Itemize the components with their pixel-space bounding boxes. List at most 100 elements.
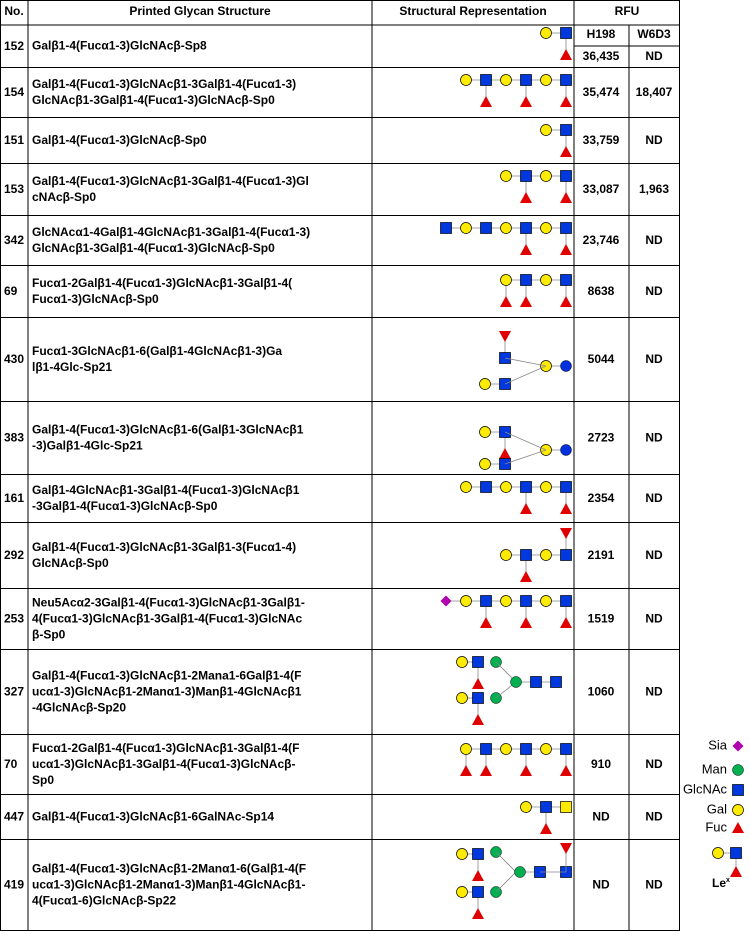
fuc-symbol (460, 765, 472, 776)
glycan-id: 161 (4, 491, 24, 505)
gal-symbol (540, 27, 552, 39)
glcnac-symbol (520, 743, 532, 755)
gal-symbol (540, 743, 552, 755)
gal-symbol (460, 222, 472, 234)
gal-symbol (732, 804, 744, 816)
header-h198: H198 (587, 27, 616, 41)
rfu-w6d3: ND (645, 810, 663, 824)
glycan-structure-text: Galβ1-4(Fucα1-3)GlcNAcβ-Sp8 (32, 39, 207, 53)
gal-symbol (456, 656, 468, 668)
glcnac-symbol (560, 274, 572, 286)
glycan-link (495, 871, 517, 893)
fuc-symbol (560, 146, 572, 157)
galnac-symbol (560, 801, 572, 813)
glycan-id: 292 (4, 548, 24, 562)
glcnac-symbol (520, 274, 532, 286)
legend-label: Sia (708, 737, 728, 752)
fuc-symbol (560, 528, 572, 539)
glycan-structure-text: Galβ1-4(Fucα1-3)GlcNAcβ-Sp0 (32, 133, 207, 147)
rfu-h198: 2723 (588, 431, 615, 445)
glc-symbol (560, 360, 572, 372)
glcnac-symbol (550, 676, 562, 688)
glycan-link (504, 365, 547, 385)
fuc-symbol (480, 765, 492, 776)
glycan-id: 69 (4, 284, 18, 298)
gal-symbol (540, 274, 552, 286)
fuc-symbol (732, 822, 744, 833)
glycan-structure-text: -3Galβ1-4(Fucα1-3)GlcNAcβ-Sp0 (32, 499, 218, 513)
rfu-w6d3: ND (645, 49, 663, 63)
gal-symbol (460, 481, 472, 493)
gal-symbol (500, 743, 512, 755)
gal-symbol (456, 848, 468, 860)
glcnac-symbol (540, 801, 552, 813)
sia-symbol (732, 740, 744, 752)
glycan-id: 70 (4, 757, 18, 771)
glycan-structure-text: Galβ1-4(Fucα1-3)GlcNAcβ1-6GalNAc-Sp14 (32, 810, 274, 824)
glycan-id: 151 (4, 133, 24, 147)
glycan-structure-text: -3)Galβ1-4Glc-Sp21 (32, 439, 143, 453)
rfu-h198: 23,746 (583, 233, 620, 247)
gal-symbol (500, 74, 512, 86)
rfu-h198: 36,435 (583, 49, 620, 63)
gal-symbol (540, 549, 552, 561)
fuc-symbol (472, 870, 484, 881)
fuc-symbol (560, 765, 572, 776)
fuc-symbol (540, 823, 552, 834)
fuc-symbol (499, 331, 511, 342)
header-representation: Structural Representation (399, 4, 546, 18)
rfu-h198: 5044 (588, 352, 615, 366)
gal-symbol (540, 124, 552, 136)
fuc-symbol (730, 866, 742, 877)
fuc-symbol (560, 96, 572, 107)
rfu-w6d3: ND (645, 878, 663, 892)
fuc-symbol (520, 571, 532, 582)
rfu-h198: 2354 (588, 491, 615, 505)
gal-symbol (460, 743, 472, 755)
gal-symbol (540, 222, 552, 234)
glcnac-symbol (472, 886, 484, 898)
sia-symbol (440, 595, 452, 607)
gal-symbol (540, 74, 552, 86)
glcnac-symbol (472, 848, 484, 860)
glycan-id: 154 (4, 85, 24, 99)
gal-symbol (520, 801, 532, 813)
man-symbol (514, 866, 526, 878)
glcnac-symbol (560, 27, 572, 39)
rfu-w6d3: ND (645, 548, 663, 562)
rfu-h198: 1519 (588, 612, 615, 626)
glycan-structure-text: Galβ1-4GlcNAcβ1-3Galβ1-4(Fucα1-3)GlcNAcβ… (32, 483, 300, 497)
gal-symbol (456, 886, 468, 898)
glcnac-symbol (560, 595, 572, 607)
gal-symbol (460, 595, 472, 607)
fuc-symbol (480, 96, 492, 107)
glycan-structure-text: Fucα1-3)GlcNAcβ-Sp0 (32, 292, 159, 306)
gal-symbol (500, 595, 512, 607)
glycan-id: 342 (4, 233, 24, 247)
glycan-structure-text: 4(Fucα1-6)GlcNAcβ-Sp22 (32, 894, 176, 908)
rfu-h198: 35,474 (583, 85, 620, 99)
glycan-id: 447 (4, 810, 24, 824)
fuc-symbol (480, 617, 492, 628)
glycan-structure-text: Galβ1-4(Fucα1-3)GlcNAcβ1-3Galβ1-4(Fucα1-… (32, 77, 296, 91)
glcnac-symbol (480, 74, 492, 86)
fuc-symbol (520, 192, 532, 203)
glycan-structure-text: Neu5Acα2-3Galβ1-4(Fucα1-3)GlcNAcβ1-3Galβ… (32, 596, 305, 610)
glcnac-symbol (530, 676, 542, 688)
glycan-structure-text: lβ1-4Glc-Sp21 (32, 360, 112, 374)
fuc-symbol (560, 296, 572, 307)
gal-symbol (460, 74, 472, 86)
glycan-structure-text: GlcNAcβ1-3Galβ1-4(Fucα1-3)GlcNAcβ-Sp0 (32, 93, 275, 107)
glcnac-symbol (520, 74, 532, 86)
glcnac-symbol (472, 656, 484, 668)
header-structure: Printed Glycan Structure (129, 4, 271, 18)
glycan-structure-text: Fucα1-2Galβ1-4(Fucα1-3)GlcNAcβ1-3Galβ1-4… (32, 276, 292, 290)
fuc-symbol (520, 96, 532, 107)
gal-symbol (712, 847, 724, 859)
rfu-w6d3: ND (645, 431, 663, 445)
rfu-w6d3: 18,407 (636, 85, 673, 99)
glycan-id: 383 (4, 431, 24, 445)
fuc-symbol (500, 296, 512, 307)
fuc-symbol (560, 49, 572, 60)
glycan-structure-text: Galβ1-4(Fucα1-3)GlcNAcβ1-3Galβ1-4(Fucα1-… (32, 174, 309, 188)
